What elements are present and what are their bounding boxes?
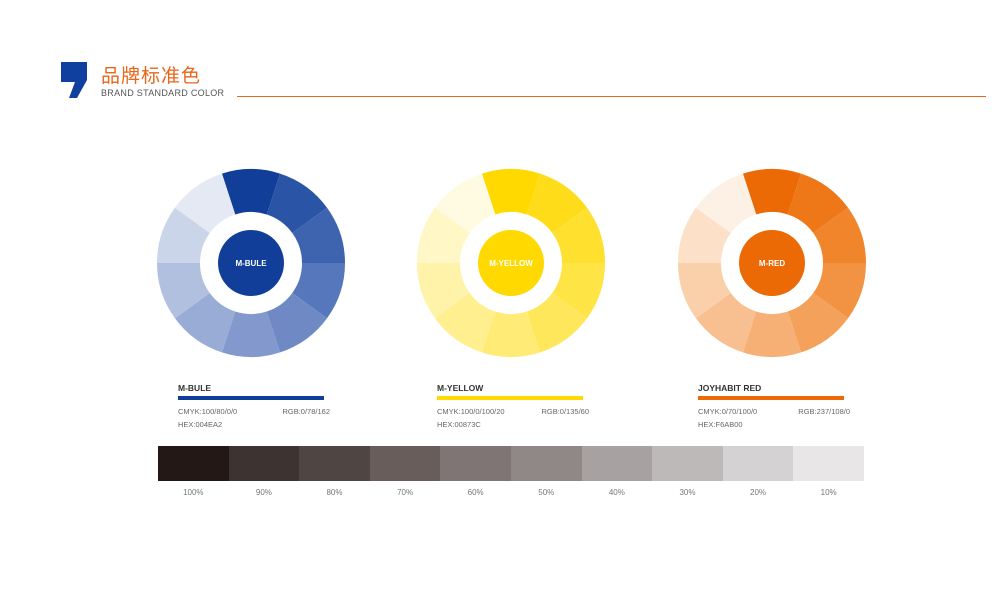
wheel-segment bbox=[742, 311, 802, 357]
cmyk-value: CMYK:0/70/100/0 bbox=[698, 407, 758, 416]
wheel-segment bbox=[221, 311, 281, 357]
color-bar bbox=[437, 396, 583, 400]
color-name: M-BULE bbox=[178, 383, 212, 393]
wheel-segment bbox=[678, 263, 731, 319]
wheel-segment bbox=[434, 173, 496, 234]
wheel-segment bbox=[526, 173, 588, 234]
wheel-segment bbox=[695, 292, 757, 353]
cmyk-value: CMYK:100/0/100/20 bbox=[437, 407, 505, 416]
wheel-segment bbox=[417, 207, 470, 263]
rgb-value: RGB:0/78/162 bbox=[282, 407, 330, 416]
gray-percent-label: 30% bbox=[679, 488, 696, 497]
gray-swatch bbox=[793, 446, 864, 481]
wheel-center-swatch bbox=[739, 230, 805, 296]
grayscale-strip bbox=[158, 446, 864, 481]
color-spec-red: JOYHABIT RED CMYK:0/70/100/0 RGB:237/108… bbox=[698, 383, 868, 429]
gray-swatch bbox=[228, 446, 300, 481]
wheel-segment bbox=[266, 292, 328, 353]
color-name: JOYHABIT RED bbox=[698, 383, 762, 393]
wheel-center-label: M-YELLOW bbox=[489, 258, 533, 268]
color-bar bbox=[178, 396, 324, 400]
gray-swatch bbox=[510, 446, 582, 481]
gray-percent-label: 100% bbox=[183, 488, 204, 497]
wheel-center-label: M-RED bbox=[758, 258, 786, 268]
wheel-segment bbox=[292, 263, 345, 319]
rgb-value: RGB:0/135/60 bbox=[541, 407, 589, 416]
wheel-segment bbox=[742, 169, 802, 215]
color-spec-blue: M-BULE CMYK:100/80/0/0 RGB:0/78/162 HEX:… bbox=[178, 383, 348, 429]
page-title: 品牌标准色 bbox=[101, 65, 202, 87]
wheel-segment bbox=[417, 263, 470, 319]
wheel-segment bbox=[813, 207, 866, 263]
gray-percent-label: 90% bbox=[255, 488, 272, 497]
wheel-segment bbox=[552, 207, 605, 263]
hex-value: HEX:004EA2 bbox=[178, 420, 223, 429]
rgb-value: RGB:237/108/0 bbox=[798, 407, 850, 416]
gray-percent-label: 70% bbox=[397, 488, 414, 497]
wheel-center-swatch bbox=[478, 230, 544, 296]
brand-comma-icon bbox=[61, 62, 87, 98]
wheel-segment bbox=[695, 173, 757, 234]
wheel-segment bbox=[174, 173, 236, 234]
wheel-segment bbox=[157, 263, 210, 319]
gray-swatch bbox=[581, 446, 653, 481]
gray-percent-label: 80% bbox=[326, 488, 343, 497]
wheel-segment bbox=[787, 292, 849, 353]
color-wheel-red: M-RED bbox=[677, 168, 867, 358]
gray-percent-label: 60% bbox=[467, 488, 484, 497]
gray-percent-label: 10% bbox=[820, 488, 837, 497]
wheel-segment bbox=[678, 207, 731, 263]
cmyk-value: CMYK:100/80/0/0 bbox=[178, 407, 238, 416]
grayscale-labels: 100% 90% 80% 70% 60% 50% 40% 30% 20% 10% bbox=[158, 488, 864, 497]
wheel-segment bbox=[481, 169, 541, 215]
hex-value: HEX:00873C bbox=[437, 420, 481, 429]
title-divider bbox=[237, 96, 986, 97]
color-wheel-yellow: M-YELLOW bbox=[416, 168, 606, 358]
wheel-segment bbox=[552, 263, 605, 319]
wheel-segment bbox=[787, 173, 849, 234]
gray-percent-label: 20% bbox=[750, 488, 767, 497]
page-subtitle: BRAND STANDARD COLOR bbox=[101, 88, 225, 98]
hex-value: HEX:F6AB00 bbox=[698, 420, 743, 429]
wheel-segment bbox=[266, 173, 328, 234]
gray-swatch bbox=[369, 446, 441, 481]
gray-percent-label: 40% bbox=[608, 488, 625, 497]
wheel-center-label: M-BULE bbox=[235, 258, 267, 268]
wheel-segment bbox=[157, 207, 210, 263]
wheel-segment bbox=[481, 311, 541, 357]
gray-swatch bbox=[158, 446, 229, 481]
gray-swatch bbox=[722, 446, 794, 481]
color-wheel-blue: M-BULE bbox=[156, 168, 346, 358]
color-spec-yellow: M-YELLOW CMYK:100/0/100/20 RGB:0/135/60 … bbox=[437, 383, 607, 429]
wheel-segment bbox=[174, 292, 236, 353]
wheel-segment bbox=[434, 292, 496, 353]
wheel-segment bbox=[292, 207, 345, 263]
gray-percent-label: 50% bbox=[538, 488, 555, 497]
gray-swatch bbox=[299, 446, 370, 481]
brand-comma-shape bbox=[61, 62, 87, 98]
wheel-segment bbox=[221, 169, 281, 215]
wheel-segment bbox=[813, 263, 866, 319]
wheel-segment bbox=[526, 292, 588, 353]
color-name: M-YELLOW bbox=[437, 383, 484, 393]
gray-swatch bbox=[440, 446, 511, 481]
color-bar bbox=[698, 396, 844, 400]
gray-swatch bbox=[652, 446, 723, 481]
wheel-center-swatch bbox=[218, 230, 284, 296]
